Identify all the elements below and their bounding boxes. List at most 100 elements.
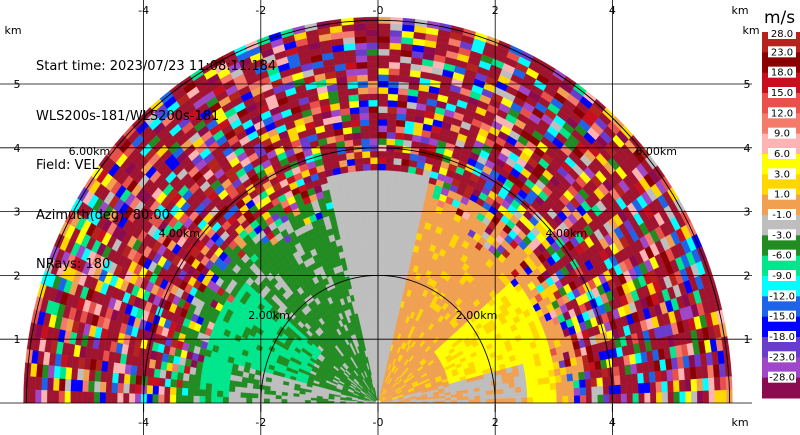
velocity-cell [366,48,379,56]
velocity-cell [371,201,379,209]
velocity-cell [365,23,379,31]
velocity-cell [386,138,396,146]
velocity-cell [361,234,368,242]
velocity-cell [533,396,540,404]
velocity-cell [549,375,556,384]
velocity-cell [383,221,390,229]
velocity-cell [354,222,362,230]
velocity-cell [88,369,96,382]
velocity-cell [359,119,370,127]
velocity-cell [462,399,469,404]
velocity-cell [399,55,412,64]
velocity-cell [371,297,375,305]
velocity-cell [542,370,550,378]
velocity-cell [392,170,401,178]
velocity-cell [503,392,510,399]
velocity-cell [82,369,90,382]
velocity-cell [480,398,487,404]
velocity-cell [400,164,409,173]
velocity-cell [389,23,403,31]
velocity-cell [348,171,357,179]
velocity-cell [35,389,42,404]
velocity-cell [30,363,38,378]
velocity-cell [128,383,136,394]
velocity-cell [40,390,48,404]
velocity-cell [561,381,569,390]
velocity-cell [377,48,390,56]
velocity-cell [377,157,387,165]
velocity-cell [626,393,634,404]
velocity-cell [356,176,365,185]
velocity-cell [352,138,362,147]
velocity-cell [370,169,379,177]
velocity-cell [596,377,604,387]
velocity-cell [377,99,388,107]
velocity-cell [164,386,171,396]
velocity-cell [58,390,65,404]
velocity-cell [550,396,557,404]
velocity-cell [70,367,79,381]
velocity-cell [377,240,384,247]
velocity-cell [377,284,382,292]
velocity-cell [620,383,628,394]
velocity-cell [385,170,394,178]
velocity-cell [544,389,551,397]
velocity-cell [347,164,356,173]
velocity-cell [391,260,397,268]
velocity-cell [526,385,534,392]
velocity-cell [364,259,370,267]
velocity-cell [87,391,95,404]
velocity-cell [354,157,363,166]
velocity-cell [397,196,405,205]
velocity-cell [543,376,551,385]
velocity-cell [343,49,356,58]
velocity-cell [619,374,627,385]
velocity-cell [99,392,106,404]
velocity-cell [643,382,651,394]
velocity-cell [389,208,397,216]
velocity-cell [388,55,401,63]
velocity-cell [497,388,504,395]
velocity-cell [515,391,522,398]
velocity-cell [41,364,49,379]
velocity-cell [388,234,395,242]
velocity-cell [377,227,384,235]
velocity-cell [384,195,392,203]
velocity-cell [572,372,580,381]
velocity-cell [615,393,622,404]
velocity-cell [357,247,364,255]
velocity-cell [353,151,363,159]
velocity-cell [370,182,379,190]
velocity-cell [515,397,522,404]
velocity-cell [377,316,381,324]
velocity-cell [508,387,516,394]
velocity-cell [683,367,691,380]
velocity-cell [346,158,356,167]
velocity-cell [370,176,379,184]
velocity-cell [383,304,388,312]
velocity-cell [358,202,366,210]
velocity-cell [377,214,385,222]
velocity-cell [370,163,379,171]
velocity-cell [356,234,363,243]
velocity-cell [351,125,361,134]
velocity-cell [52,378,60,392]
velocity-cell [344,139,354,148]
velocity-cell [76,368,84,381]
velocity-cell [29,389,36,404]
velocity-cell [390,266,396,274]
velocity-cell [377,112,388,120]
velocity-cell [548,369,556,377]
velocity-cell [111,392,118,404]
velocity-cell [702,390,710,404]
velocity-cell [393,157,402,166]
velocity-cell [632,392,639,404]
velocity-cell [392,247,399,255]
velocity-cell [579,394,587,404]
velocity-cell [474,398,481,404]
velocity-cell [345,68,358,77]
velocity-cell [697,390,704,404]
velocity-cell [377,29,391,37]
velocity-cell [377,297,382,305]
velocity-cell [355,170,364,178]
